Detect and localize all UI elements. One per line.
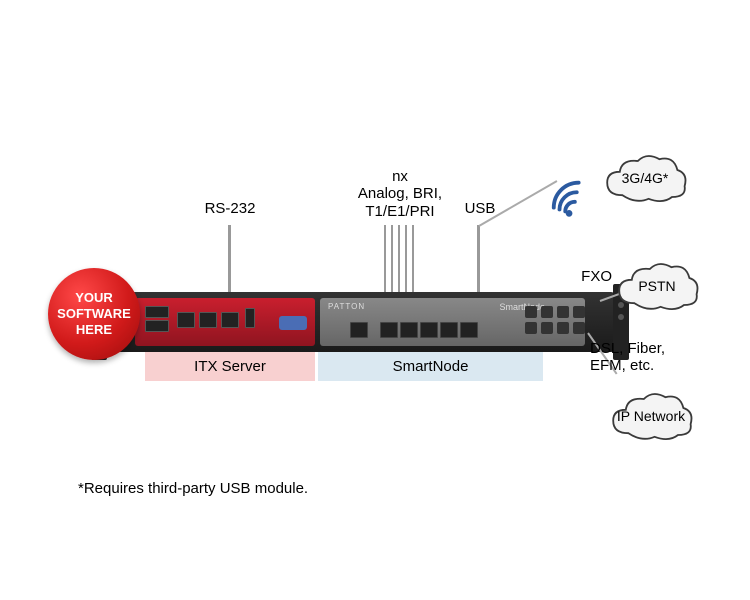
- cloud-label-3g4g: 3G/4G*: [600, 170, 690, 186]
- conn-nx-5: [412, 225, 414, 293]
- conn-nx-3: [398, 225, 400, 293]
- footnote: *Requires third-party USB module.: [78, 480, 308, 497]
- software-badge: YOUR SOFTWARE HERE: [48, 268, 140, 360]
- conn-nx-2: [391, 225, 393, 293]
- callout-smartnode: SmartNode: [318, 352, 543, 381]
- cloud-3g4g: 3G/4G*: [600, 150, 690, 208]
- vga-port: [279, 316, 307, 330]
- fxo-ports: [525, 306, 585, 334]
- badge-line2: SOFTWARE: [57, 306, 131, 321]
- module-itx: [135, 298, 315, 346]
- conn-nx-4: [405, 225, 407, 293]
- conn-rs232: [228, 225, 231, 293]
- label-rs232: RS-232: [200, 200, 260, 217]
- label-nx: nx Analog, BRI, T1/E1/PRI: [350, 168, 450, 220]
- cloud-label-ip: IP Network: [606, 408, 696, 424]
- rack-device: PATTON SmartNode: [105, 292, 615, 352]
- cloud-ip: IP Network: [606, 388, 696, 446]
- cloud-label-pstn: PSTN: [612, 278, 702, 294]
- label-fxo: FXO: [568, 268, 612, 285]
- badge-line1: YOUR: [75, 290, 113, 305]
- badge-line3: HERE: [76, 322, 112, 337]
- conn-nx-1: [384, 225, 386, 293]
- callout-itx: ITX Server: [145, 352, 315, 381]
- conn-usb: [477, 225, 480, 293]
- brand-label: PATTON: [328, 302, 365, 311]
- cloud-pstn: PSTN: [612, 258, 702, 316]
- label-dsl: DSL, Fiber, EFM, etc.: [590, 340, 680, 375]
